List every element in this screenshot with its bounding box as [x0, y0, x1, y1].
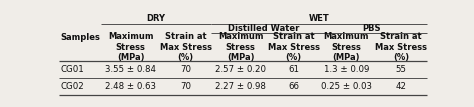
Text: 61: 61 — [288, 65, 299, 74]
Text: 70: 70 — [180, 65, 191, 74]
Text: 42: 42 — [396, 82, 407, 91]
Text: Maximum
Stress
(MPa): Maximum Stress (MPa) — [324, 33, 369, 62]
Text: Strain at
Max Stress
(%): Strain at Max Stress (%) — [375, 33, 427, 62]
Text: 2.57 ± 0.20: 2.57 ± 0.20 — [215, 65, 266, 74]
Text: 0.25 ± 0.03: 0.25 ± 0.03 — [321, 82, 372, 91]
Text: 66: 66 — [288, 82, 299, 91]
Text: DRY: DRY — [146, 14, 165, 23]
Text: CG01: CG01 — [61, 65, 84, 74]
Text: 2.48 ± 0.63: 2.48 ± 0.63 — [105, 82, 156, 91]
Text: Strain at
Max Stress
(%): Strain at Max Stress (%) — [267, 33, 319, 62]
Text: CG02: CG02 — [61, 82, 84, 91]
Text: 70: 70 — [180, 82, 191, 91]
Text: Maximum
Stress
(MPa): Maximum Stress (MPa) — [218, 33, 264, 62]
Text: Samples: Samples — [61, 33, 100, 42]
Text: 2.27 ± 0.98: 2.27 ± 0.98 — [215, 82, 266, 91]
Text: WET: WET — [309, 14, 329, 23]
Text: 3.55 ± 0.84: 3.55 ± 0.84 — [105, 65, 156, 74]
Text: Strain at
Max Stress
(%): Strain at Max Stress (%) — [160, 33, 212, 62]
Text: PBS: PBS — [362, 24, 381, 33]
Text: Distilled Water: Distilled Water — [228, 24, 300, 33]
Text: 1.3 ± 0.09: 1.3 ± 0.09 — [324, 65, 369, 74]
Text: 55: 55 — [396, 65, 407, 74]
Text: Maximum
Stress
(MPa): Maximum Stress (MPa) — [108, 33, 154, 62]
